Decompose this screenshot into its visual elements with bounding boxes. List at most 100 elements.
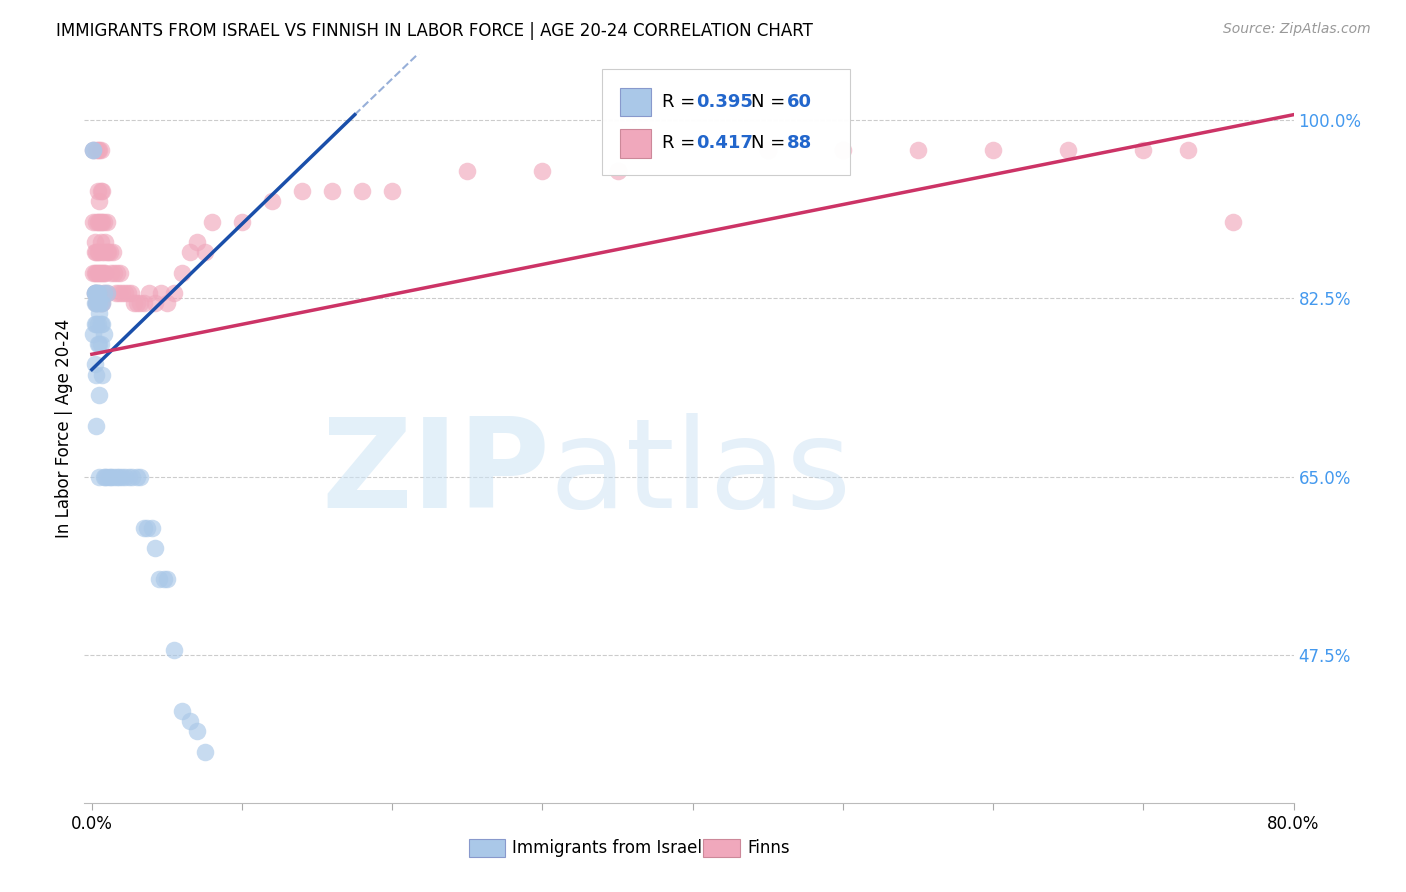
FancyBboxPatch shape — [703, 838, 740, 856]
Point — [100, 469, 122, 483]
Point — [1222, 215, 1244, 229]
Point — [134, 296, 156, 310]
Point — [108, 286, 131, 301]
Point — [90, 337, 112, 351]
Point — [98, 469, 121, 483]
Text: N =: N = — [751, 94, 790, 112]
Point — [90, 144, 112, 158]
Point — [87, 317, 110, 331]
Point — [262, 194, 284, 209]
Text: N =: N = — [751, 135, 790, 153]
Point — [93, 245, 115, 260]
Text: 0.395: 0.395 — [696, 94, 754, 112]
Point — [91, 368, 114, 382]
Point — [201, 215, 224, 229]
Point — [91, 184, 114, 198]
Text: Source: ZipAtlas.com: Source: ZipAtlas.com — [1223, 22, 1371, 37]
Point — [90, 317, 112, 331]
Text: Finns: Finns — [747, 838, 790, 856]
Point — [110, 266, 132, 280]
Point — [832, 144, 855, 158]
Point — [148, 572, 170, 586]
Point — [83, 286, 105, 301]
FancyBboxPatch shape — [620, 129, 651, 158]
Point — [82, 144, 104, 158]
Point — [531, 163, 554, 178]
Point — [231, 215, 253, 229]
Point — [93, 326, 115, 341]
Point — [138, 286, 160, 301]
Point — [83, 235, 105, 249]
Point — [100, 266, 122, 280]
Point — [179, 714, 201, 729]
Point — [82, 144, 104, 158]
Point — [122, 296, 145, 310]
Point — [91, 317, 114, 331]
Point — [82, 144, 104, 158]
Point — [86, 215, 108, 229]
Text: Immigrants from Israel: Immigrants from Israel — [512, 838, 703, 856]
Point — [456, 163, 478, 178]
Point — [86, 296, 108, 310]
Point — [89, 245, 111, 260]
Point — [103, 266, 125, 280]
Point — [90, 266, 112, 280]
Text: atlas: atlas — [550, 413, 852, 533]
Point — [91, 296, 114, 310]
Point — [96, 286, 118, 301]
Point — [89, 296, 111, 310]
Point — [87, 266, 110, 280]
FancyBboxPatch shape — [468, 838, 505, 856]
Point — [89, 306, 111, 320]
Point — [94, 235, 117, 249]
Point — [83, 317, 105, 331]
Point — [98, 245, 121, 260]
Point — [89, 337, 111, 351]
Point — [125, 296, 148, 310]
Point — [83, 286, 105, 301]
Point — [156, 572, 179, 586]
Point — [86, 418, 108, 433]
Point — [193, 245, 215, 260]
Point — [291, 184, 314, 198]
Point — [89, 286, 111, 301]
Y-axis label: In Labor Force | Age 20-24: In Labor Force | Age 20-24 — [55, 318, 73, 538]
Point — [96, 215, 118, 229]
Point — [96, 469, 118, 483]
Point — [163, 643, 186, 657]
Point — [93, 266, 115, 280]
Point — [90, 215, 112, 229]
Point — [352, 184, 374, 198]
Point — [87, 286, 110, 301]
Text: R =: R = — [662, 135, 702, 153]
Point — [86, 245, 108, 260]
Point — [1057, 144, 1080, 158]
Point — [94, 469, 117, 483]
Point — [93, 286, 115, 301]
Point — [101, 245, 124, 260]
Point — [606, 163, 628, 178]
Point — [907, 144, 929, 158]
Point — [114, 286, 136, 301]
Point — [111, 469, 134, 483]
Point — [93, 469, 115, 483]
Point — [179, 245, 201, 260]
Point — [149, 286, 172, 301]
Point — [90, 296, 112, 310]
Text: 60: 60 — [787, 94, 811, 112]
Point — [83, 245, 105, 260]
Point — [91, 266, 114, 280]
Point — [91, 245, 114, 260]
Point — [87, 215, 110, 229]
Point — [170, 704, 193, 718]
FancyBboxPatch shape — [602, 69, 849, 175]
Point — [111, 286, 134, 301]
FancyBboxPatch shape — [620, 88, 651, 117]
Point — [108, 469, 131, 483]
Point — [89, 144, 111, 158]
Point — [86, 296, 108, 310]
Point — [186, 235, 208, 249]
Point — [96, 245, 118, 260]
Point — [186, 724, 208, 739]
Point — [89, 388, 111, 402]
